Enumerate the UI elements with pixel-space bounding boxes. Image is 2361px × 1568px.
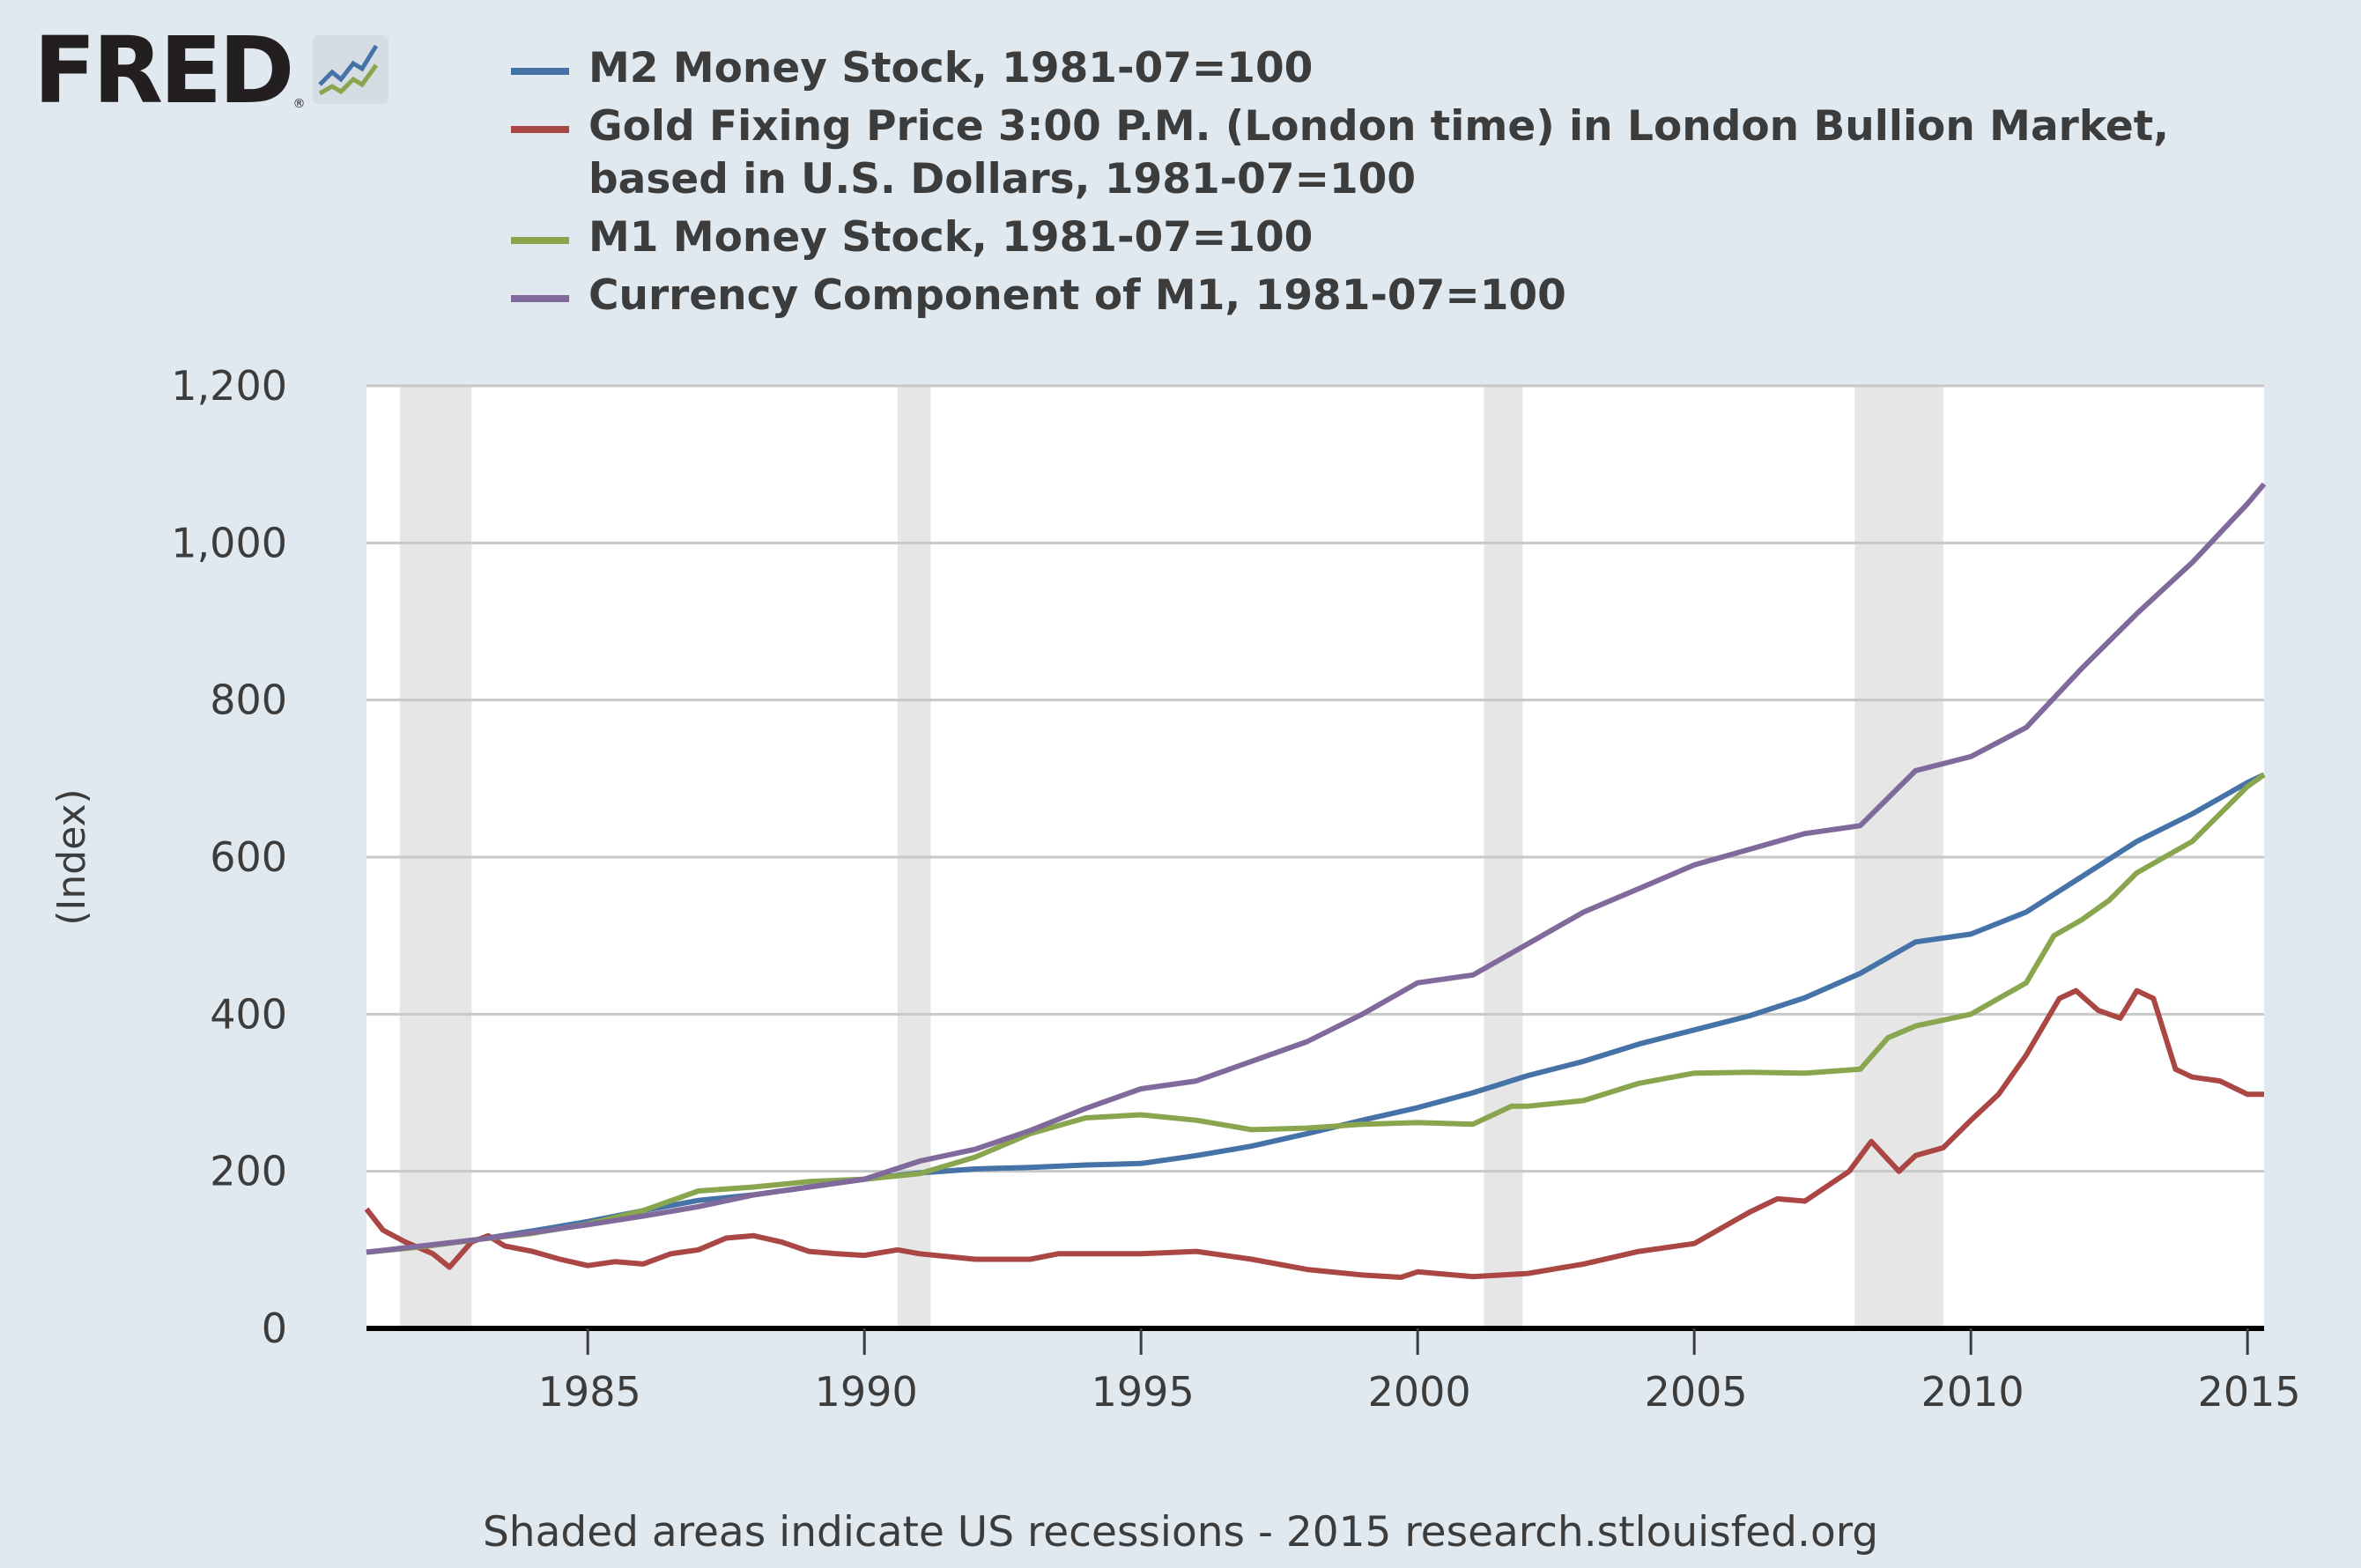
footer-note: Shaded areas indicate US recessions - 20…	[482, 1508, 1879, 1557]
legend-swatch	[511, 295, 569, 302]
fred-logo: FRED ®	[33, 25, 390, 116]
legend-label: M1 Money Stock, 1981-07=100	[588, 213, 1314, 262]
legend-swatch	[511, 237, 569, 244]
y-tick-label: 800	[210, 677, 287, 724]
logo-text: FRED	[33, 17, 294, 124]
legend-label: Gold Fixing Price 3:00 P.M. (London time…	[588, 102, 2170, 203]
legend-swatch	[511, 68, 569, 75]
x-tick-label: 1985	[538, 1368, 641, 1416]
series-line-3	[366, 482, 2267, 1255]
legend-swatch	[511, 126, 569, 133]
y-tick-label: 200	[210, 1148, 287, 1195]
x-tick-label: 2000	[1368, 1368, 1471, 1416]
legend-label: M2 Money Stock, 1981-07=100	[588, 44, 1314, 92]
series-lines	[364, 482, 2267, 1280]
x-tick-label: 2015	[2198, 1368, 2301, 1416]
legend-item: M2 Money Stock, 1981-07=100	[511, 42, 2185, 95]
y-axis-title: (Index)	[49, 788, 94, 925]
chart-logo-icon	[312, 35, 389, 104]
series-line-2	[366, 772, 2266, 1255]
grid-lines	[366, 384, 2264, 1173]
y-tick-label: 600	[210, 833, 287, 881]
registered-mark: ®	[292, 97, 306, 111]
chart-legend: M2 Money Stock, 1981-07=100 Gold Fixing P…	[511, 42, 2185, 328]
y-tick-label: 0	[262, 1305, 287, 1352]
legend-item: Gold Fixing Price 3:00 P.M. (London time…	[511, 100, 2185, 206]
y-tick-label: 1,000	[171, 519, 287, 566]
legend-item: Currency Component of M1, 1981-07=100	[511, 270, 2185, 322]
series-line-1	[364, 987, 2264, 1280]
x-tick-label: 1995	[1092, 1368, 1195, 1416]
x-tick-label: 2005	[1645, 1368, 1748, 1416]
x-tick-label: 2010	[1921, 1368, 2024, 1416]
legend-item: M1 Money Stock, 1981-07=100	[511, 211, 2185, 264]
x-tick-label: 1990	[815, 1368, 918, 1416]
legend-label: Currency Component of M1, 1981-07=100	[588, 271, 1566, 320]
y-tick-label: 400	[210, 990, 287, 1038]
y-tick-label: 1,200	[171, 362, 287, 410]
chart-svg: 0 200 400 600 800 1,000 1,200 1985 1990 1995 2000 2…	[49, 362, 2301, 1416]
axes: 0 200 400 600 800 1,000 1,200 1985 1990 1995 2000 2…	[171, 362, 2300, 1416]
